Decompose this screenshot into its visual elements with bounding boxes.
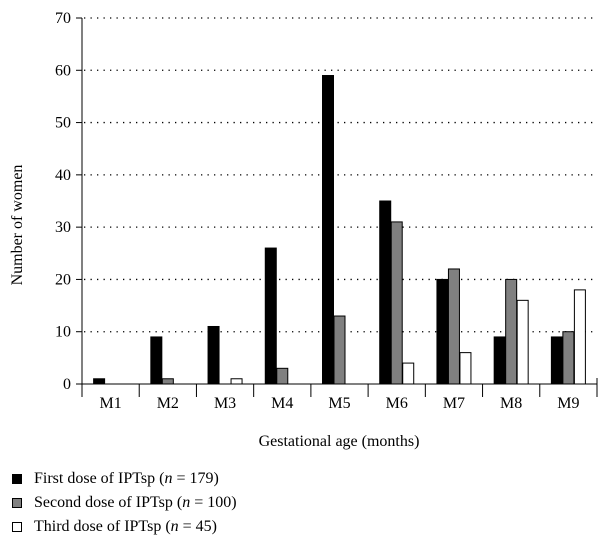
bar-M7-series-2 [447,268,460,385]
bar-M7-series-3 [459,352,472,385]
x-tick-label-M1: M1 [99,395,121,412]
y-tick-label-30: 30 [55,219,71,236]
legend-item-first-dose: First dose of IPTsp (n = 179) [12,467,237,491]
bar-M7-series-1 [436,278,449,385]
y-tick-label-10: 10 [55,324,71,341]
x-tick-label-M7: M7 [443,395,465,412]
legend-label-first-dose: First dose of IPTsp (n = 179) [34,470,219,487]
legend-label-third-dose: Third dose of IPTsp (n = 45) [34,518,217,535]
bar-M9-series-1 [550,336,563,385]
legend-swatch-first-dose [12,474,22,484]
x-tick-label-M5: M5 [328,395,350,412]
x-tick-label-M2: M2 [157,395,179,412]
bar-M3-series-3 [230,378,243,385]
legend-swatch-second-dose [12,498,22,508]
y-tick-labels: 0 10 20 30 40 50 60 70 [55,10,71,393]
legend-label-second-dose: Second dose of IPTsp (n = 100) [34,494,237,511]
bar-M2-series-1 [150,336,163,385]
bar-M4-series-1 [264,247,277,385]
y-axis-label: Number of women [9,165,26,286]
legend: First dose of IPTsp (n = 179) Second dos… [12,467,237,539]
x-tick-label-M3: M3 [214,395,236,412]
x-tick-labels: M1 M2 M3 M4 M5 M6 M7 M8 M9 [99,395,579,412]
gridlines [84,17,597,333]
x-tick-label-M6: M6 [386,395,408,412]
x-tick-label-M8: M8 [500,395,522,412]
bar-M9-series-2 [562,331,575,385]
bar-M3-series-1 [207,325,220,385]
bar-chart: 0 10 20 30 40 50 60 70 M1 M2 M3 M4 M5 M6 M7 M8 M9 Numbe… [9,10,598,450]
y-tick-label-20: 20 [55,271,71,288]
axes [76,17,598,397]
legend-swatch-third-dose [12,522,22,532]
y-tick-label-0: 0 [63,376,71,393]
legend-item-third-dose: Third dose of IPTsp (n = 45) [12,515,237,539]
bar-M8-series-1 [493,336,506,385]
bar-M6-series-3 [402,362,415,385]
x-tick-label-M4: M4 [271,395,293,412]
bar-M9-series-3 [573,289,586,385]
bar-M2-series-2 [161,378,174,385]
y-tick-label-50: 50 [55,115,71,132]
bar-M4-series-2 [276,367,289,385]
y-tick-label-60: 60 [55,62,71,79]
bar-M5-series-2 [333,315,346,385]
bars [93,75,586,385]
x-tick-label-M9: M9 [557,395,579,412]
y-tick-label-70: 70 [55,10,71,27]
bar-M5-series-1 [322,75,334,385]
bar-M6-series-1 [379,200,392,385]
x-axis-label: Gestational age (months) [259,433,420,450]
bar-M6-series-2 [390,221,403,385]
bar-M1-series-1 [93,378,106,385]
bar-M8-series-3 [516,299,529,385]
y-tick-label-40: 40 [55,167,71,184]
legend-item-second-dose: Second dose of IPTsp (n = 100) [12,491,237,515]
bar-M8-series-2 [505,278,518,385]
